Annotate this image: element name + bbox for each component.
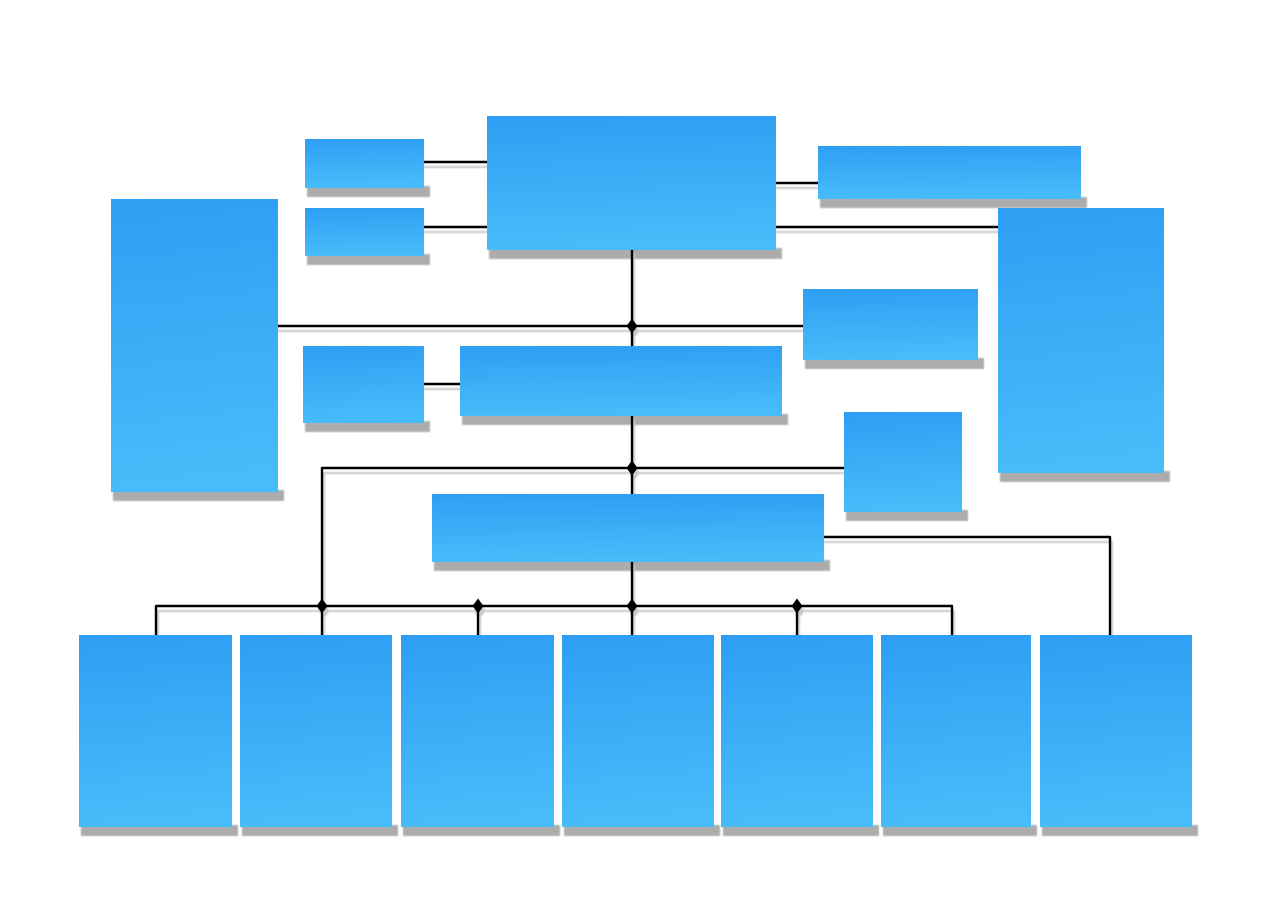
node-rect-lower-right-small <box>844 412 962 512</box>
connector-branch-left-drop <box>320 466 846 640</box>
node-shadow-middle-center-wide <box>462 414 788 425</box>
junction-diamond <box>626 460 638 476</box>
node-shadow-middle-right-box <box>805 358 984 369</box>
node-rect-top-left-small-upper <box>305 139 424 188</box>
flowchart-node-left-tall-panel <box>111 199 278 492</box>
node-rect-middle-left-small <box>303 346 424 423</box>
node-rect-top-right-wide <box>818 146 1081 199</box>
flowchart-node-bottom-row-5 <box>721 635 873 827</box>
flowchart-node-middle-left-small <box>303 346 424 423</box>
flowchart-node-bottom-row-7 <box>1040 635 1192 827</box>
flowchart-node-bottom-row-3 <box>401 635 554 827</box>
node-shadow-left-tall-panel <box>113 490 284 501</box>
node-shadow-bottom-row-1 <box>81 825 238 836</box>
connector-bar-right-to-box7 <box>822 535 1112 640</box>
node-shadow-bottom-row-2 <box>242 825 398 836</box>
flowchart-node-top-center-large <box>487 116 776 250</box>
flowchart-node-middle-right-box <box>803 289 978 360</box>
flowchart-node-bottom-row-1 <box>79 635 232 827</box>
junction-diamond <box>316 598 328 614</box>
flowchart-node-bottom-row-6 <box>881 635 1031 827</box>
junction-diamond <box>626 598 638 614</box>
node-shadow-middle-left-small <box>305 421 430 432</box>
node-shadow-top-center-large <box>489 248 782 259</box>
node-shadow-lower-right-small <box>846 510 968 521</box>
flowchart-node-lower-right-small <box>844 412 962 512</box>
node-shadow-bottom-row-5 <box>723 825 879 836</box>
node-shadow-top-left-small-lower <box>307 254 430 265</box>
node-rect-center-wide-bar <box>432 494 824 562</box>
node-shadow-top-right-wide <box>820 197 1087 208</box>
node-shadow-bottom-row-4 <box>564 825 720 836</box>
flowchart-node-right-tall-panel <box>998 208 1164 473</box>
node-rect-bottom-row-1 <box>79 635 232 827</box>
node-rect-top-left-small-lower <box>305 208 424 256</box>
flowchart-node-top-left-small-upper <box>305 139 424 188</box>
node-rect-bottom-row-2 <box>240 635 392 827</box>
node-rect-left-tall-panel <box>111 199 278 492</box>
node-rect-bottom-row-4 <box>562 635 714 827</box>
flowchart-node-bottom-row-4 <box>562 635 714 827</box>
connector-distribution-rail <box>154 604 954 640</box>
node-rect-bottom-row-5 <box>721 635 873 827</box>
connector-shadow-distribution-rail <box>157 610 955 645</box>
node-shadow-top-left-small-upper <box>307 186 430 197</box>
node-rect-bottom-row-3 <box>401 635 554 827</box>
connector-shadow-branch-left-drop <box>323 472 848 645</box>
node-shadow-bottom-row-6 <box>883 825 1037 836</box>
node-shadow-bottom-row-7 <box>1042 825 1198 836</box>
node-rect-bottom-row-6 <box>881 635 1031 827</box>
flowchart-node-top-right-wide <box>818 146 1081 199</box>
connector-shadow-bar-right-to-box7 <box>824 541 1113 645</box>
junction-markers-layer <box>316 318 803 614</box>
node-shadow-right-tall-panel <box>1000 471 1170 482</box>
junction-diamond <box>791 598 803 614</box>
node-shadow-bottom-row-3 <box>403 825 560 836</box>
flowchart-node-middle-center-wide <box>460 346 782 416</box>
flowchart-node-top-left-small-lower <box>305 208 424 256</box>
node-rect-middle-right-box <box>803 289 978 360</box>
node-rect-bottom-row-7 <box>1040 635 1192 827</box>
node-rect-middle-center-wide <box>460 346 782 416</box>
flowchart-node-bottom-row-2 <box>240 635 392 827</box>
node-rect-right-tall-panel <box>998 208 1164 473</box>
junction-diamond <box>626 318 638 334</box>
node-rect-top-center-large <box>487 116 776 250</box>
flowchart-node-center-wide-bar <box>432 494 824 562</box>
flowchart-nodes-layer <box>79 116 1192 827</box>
junction-diamond <box>472 598 484 614</box>
